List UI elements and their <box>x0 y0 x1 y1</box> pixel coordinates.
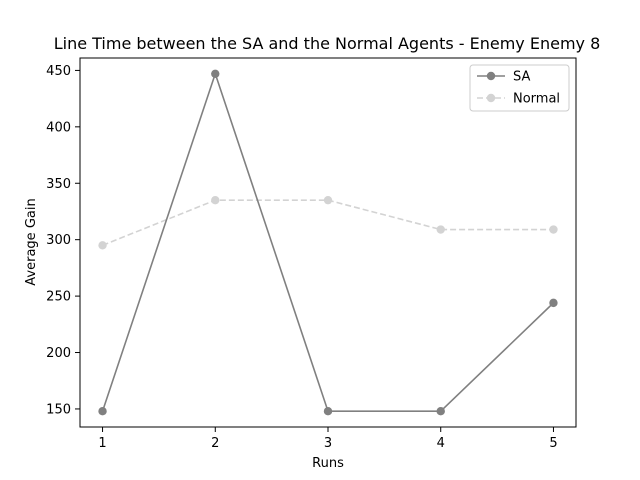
data-point-normal <box>436 225 445 234</box>
x-tick-label: 5 <box>549 436 557 451</box>
legend-marker-sa <box>486 71 496 81</box>
data-point-sa <box>549 298 558 308</box>
y-tick-label: 300 <box>46 233 71 248</box>
x-axis: 1 2 3 4 5 <box>98 427 558 451</box>
y-tick-label: 400 <box>46 120 71 135</box>
data-point-normal <box>98 241 107 250</box>
x-tick-label: 3 <box>324 436 332 451</box>
y-tick-label: 150 <box>46 402 71 417</box>
y-tick-label: 250 <box>46 290 71 305</box>
data-point-sa <box>211 69 220 78</box>
plot-area <box>79 57 577 428</box>
x-tick-label: 2 <box>211 436 219 451</box>
y-axis-label: Average Gain <box>24 198 39 285</box>
x-tick-label: 1 <box>98 436 106 451</box>
x-axis-label: Runs <box>312 456 344 471</box>
data-point-normal <box>323 195 333 205</box>
data-point-sa <box>98 407 107 416</box>
data-point-sa <box>436 407 445 416</box>
y-tick-label: 450 <box>46 64 71 79</box>
series-layer <box>98 69 558 416</box>
plot-frame <box>79 57 577 428</box>
data-point-normal <box>211 195 220 205</box>
y-axis: 150 200 250 300 350 400 450 <box>46 64 80 417</box>
legend-label-sa: SA <box>513 70 530 85</box>
y-tick-label: 350 <box>46 177 71 192</box>
x-tick-label: 4 <box>437 436 445 451</box>
chart-title: Line Time between the SA and the Normal … <box>54 34 601 53</box>
legend: SA Normal <box>469 64 570 112</box>
series-line-sa <box>101 71 555 413</box>
data-point-sa <box>323 407 333 416</box>
data-point-normal <box>549 225 558 234</box>
legend-marker-normal <box>486 93 496 103</box>
legend-label-normal: Normal <box>513 92 560 107</box>
y-tick-label: 200 <box>46 346 71 361</box>
